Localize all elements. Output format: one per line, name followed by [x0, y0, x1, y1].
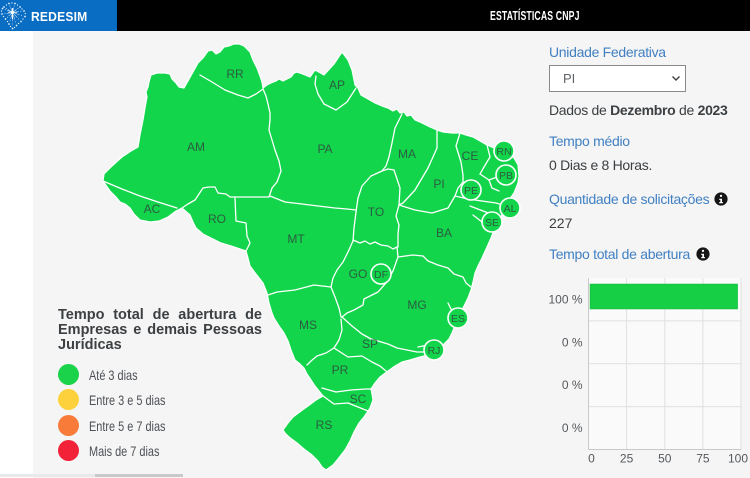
svg-text:DF: DF	[374, 269, 388, 281]
svg-text:100 %: 100 %	[548, 292, 582, 306]
svg-text:0 %: 0 %	[562, 378, 583, 392]
svg-text:100: 100	[728, 452, 748, 466]
svg-text:AP: AP	[329, 78, 345, 92]
svg-text:0 %: 0 %	[562, 335, 583, 349]
svg-text:SC: SC	[350, 392, 367, 406]
svg-text:75: 75	[696, 452, 710, 466]
svg-text:MT: MT	[287, 232, 305, 246]
svg-text:SE: SE	[485, 217, 499, 229]
svg-text:PB: PB	[499, 170, 513, 182]
svg-text:PA: PA	[317, 142, 332, 156]
svg-text:RR: RR	[226, 67, 244, 81]
svg-text:PR: PR	[332, 363, 349, 377]
svg-text:TO: TO	[368, 205, 384, 219]
svg-text:MG: MG	[407, 298, 426, 312]
svg-text:BA: BA	[436, 226, 452, 240]
svg-text:ES: ES	[451, 313, 465, 325]
svg-text:PE: PE	[464, 185, 478, 197]
svg-text:AM: AM	[187, 140, 205, 154]
svg-text:AL: AL	[504, 203, 517, 215]
svg-text:0: 0	[588, 452, 595, 466]
svg-text:RJ: RJ	[428, 345, 441, 357]
svg-text:MS: MS	[299, 318, 317, 332]
svg-text:RS: RS	[316, 418, 333, 432]
svg-text:RO: RO	[208, 212, 226, 226]
svg-text:RN: RN	[496, 146, 511, 158]
svg-text:PI: PI	[433, 177, 444, 191]
svg-text:GO: GO	[349, 267, 368, 281]
svg-text:SP: SP	[362, 337, 378, 351]
svg-text:CE: CE	[462, 149, 479, 163]
svg-text:25: 25	[620, 452, 634, 466]
svg-text:50: 50	[658, 452, 672, 466]
svg-text:0 %: 0 %	[562, 421, 583, 435]
svg-text:MA: MA	[398, 147, 416, 161]
svg-text:AC: AC	[144, 202, 161, 216]
